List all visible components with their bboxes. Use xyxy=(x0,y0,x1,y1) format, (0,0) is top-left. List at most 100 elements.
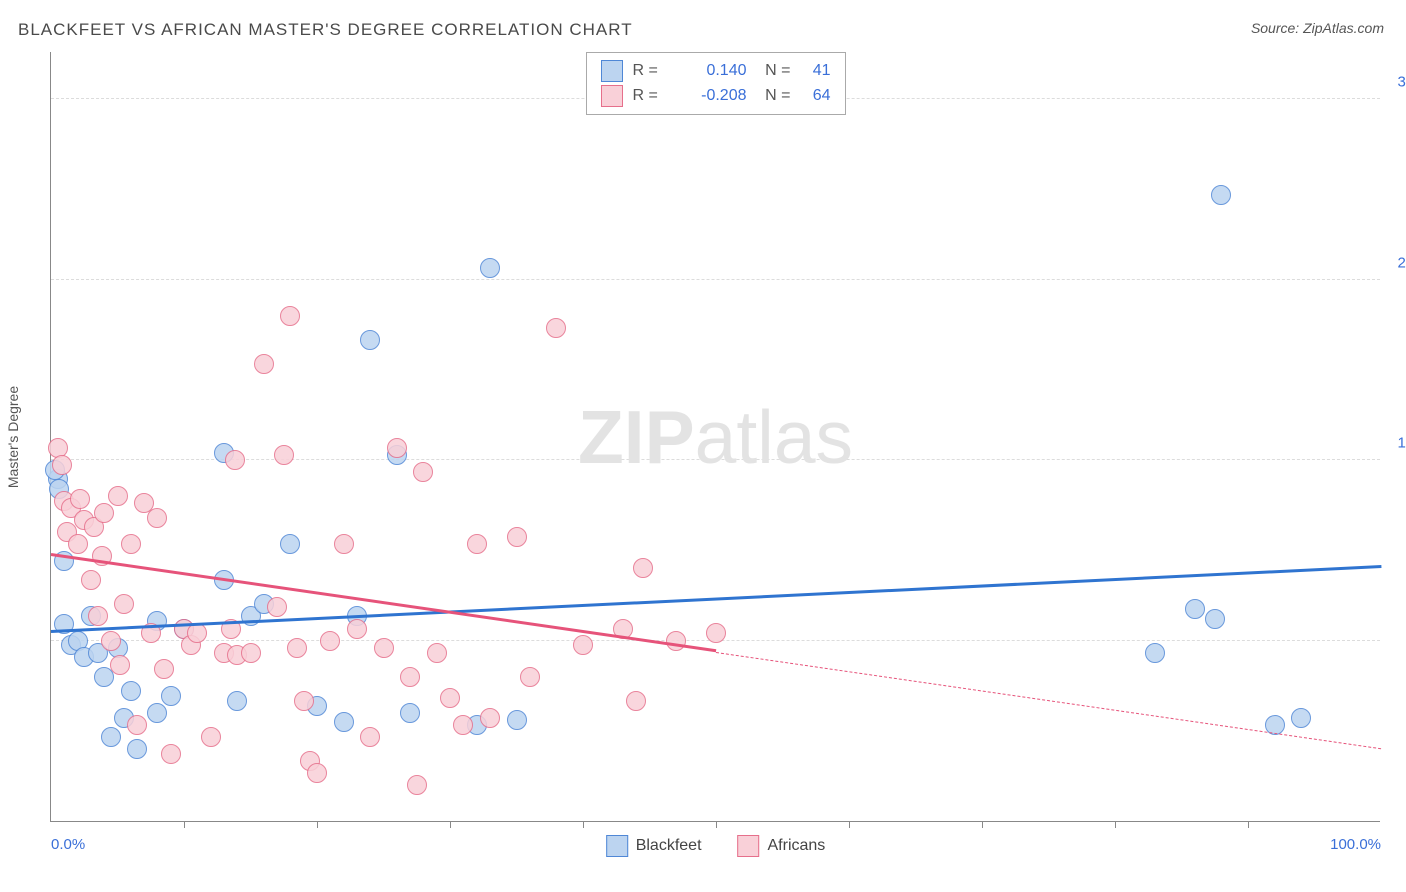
gridline xyxy=(51,459,1380,460)
data-point xyxy=(387,438,407,458)
data-point xyxy=(101,727,121,747)
data-point xyxy=(121,534,141,554)
data-point xyxy=(307,763,327,783)
data-point xyxy=(573,635,593,655)
data-point xyxy=(453,715,473,735)
data-point xyxy=(280,306,300,326)
data-point xyxy=(626,691,646,711)
data-point xyxy=(70,489,90,509)
data-point xyxy=(121,681,141,701)
y-tick-label: 7.5% xyxy=(1385,615,1406,632)
x-tick xyxy=(1248,821,1249,828)
chart-title: BLACKFEET VS AFRICAN MASTER'S DEGREE COR… xyxy=(18,20,633,40)
data-point xyxy=(467,534,487,554)
data-point xyxy=(154,659,174,679)
watermark-light: atlas xyxy=(695,395,853,479)
data-point xyxy=(427,643,447,663)
data-point xyxy=(147,508,167,528)
data-point xyxy=(374,638,394,658)
data-point xyxy=(334,712,354,732)
data-point xyxy=(360,727,380,747)
data-point xyxy=(347,619,367,639)
data-point xyxy=(507,527,527,547)
legend-row: R =0.140N =41 xyxy=(601,60,831,82)
n-label: N = xyxy=(757,87,791,105)
data-point xyxy=(81,570,101,590)
x-axis-label: 0.0% xyxy=(51,836,85,853)
data-point xyxy=(1205,609,1225,629)
legend-swatch xyxy=(601,85,623,107)
data-point xyxy=(1145,643,1165,663)
data-point xyxy=(110,655,130,675)
data-point xyxy=(520,667,540,687)
legend-item: Blackfeet xyxy=(606,835,702,857)
data-point xyxy=(241,643,261,663)
r-value: -0.208 xyxy=(677,87,747,105)
data-point xyxy=(225,450,245,470)
legend-label: Blackfeet xyxy=(636,837,702,855)
x-tick xyxy=(450,821,451,828)
watermark-bold: ZIP xyxy=(578,395,695,479)
data-point xyxy=(294,691,314,711)
data-point xyxy=(1211,185,1231,205)
x-tick xyxy=(849,821,850,828)
x-tick xyxy=(184,821,185,828)
x-tick xyxy=(1115,821,1116,828)
data-point xyxy=(507,710,527,730)
data-point xyxy=(254,354,274,374)
y-tick-label: 15.0% xyxy=(1385,435,1406,452)
watermark: ZIPatlas xyxy=(578,394,853,480)
legend-row: R =-0.208N =64 xyxy=(601,85,831,107)
data-point xyxy=(440,688,460,708)
y-axis-title: Master's Degree xyxy=(5,385,21,487)
data-point xyxy=(400,703,420,723)
data-point xyxy=(227,691,247,711)
y-tick-label: 30.0% xyxy=(1385,74,1406,91)
series-legend: Blackfeet Africans xyxy=(606,835,826,857)
data-point xyxy=(88,606,108,626)
n-value: 64 xyxy=(801,87,831,105)
data-point xyxy=(287,638,307,658)
data-point xyxy=(334,534,354,554)
data-point xyxy=(52,455,72,475)
trend-line xyxy=(716,652,1381,749)
x-tick xyxy=(583,821,584,828)
x-tick xyxy=(982,821,983,828)
data-point xyxy=(274,445,294,465)
legend-label: Africans xyxy=(768,837,826,855)
data-point xyxy=(413,462,433,482)
data-point xyxy=(114,594,134,614)
data-point xyxy=(147,703,167,723)
gridline xyxy=(51,279,1380,280)
data-point xyxy=(546,318,566,338)
data-point xyxy=(101,631,121,651)
legend-swatch xyxy=(601,60,623,82)
data-point xyxy=(94,503,114,523)
data-point xyxy=(201,727,221,747)
legend-swatch xyxy=(606,835,628,857)
data-point xyxy=(127,715,147,735)
x-axis-label: 100.0% xyxy=(1330,836,1381,853)
data-point xyxy=(706,623,726,643)
data-point xyxy=(1291,708,1311,728)
data-point xyxy=(108,486,128,506)
data-point xyxy=(161,744,181,764)
data-point xyxy=(161,686,181,706)
data-point xyxy=(320,631,340,651)
data-point xyxy=(280,534,300,554)
legend-swatch xyxy=(738,835,760,857)
data-point xyxy=(407,775,427,795)
n-label: N = xyxy=(757,62,791,80)
data-point xyxy=(187,623,207,643)
data-point xyxy=(360,330,380,350)
data-point xyxy=(127,739,147,759)
x-tick xyxy=(716,821,717,828)
scatter-plot: Master's Degree ZIPatlas R =0.140N =41R … xyxy=(50,52,1380,822)
data-point xyxy=(633,558,653,578)
data-point xyxy=(480,708,500,728)
data-point xyxy=(1185,599,1205,619)
data-point xyxy=(267,597,287,617)
y-tick-label: 22.5% xyxy=(1385,254,1406,271)
n-value: 41 xyxy=(801,62,831,80)
source-label: Source: ZipAtlas.com xyxy=(1251,20,1384,36)
